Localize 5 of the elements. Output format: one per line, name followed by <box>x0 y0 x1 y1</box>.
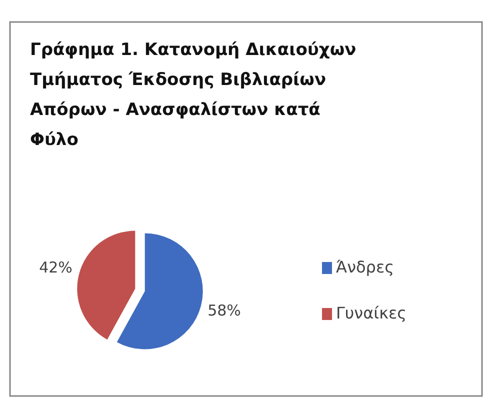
chart-title: Γράφημα 1. Κατανομή Δικαιούχων Τμήματος Έκδοσης Βιβλιαρίων Απόρων - Ανασφαλίστων κατά Φύλο <box>30 40 356 150</box>
data-label: 42% <box>39 258 72 276</box>
legend-label: Άνδρες <box>336 257 394 276</box>
legend-label: Γυναίκες <box>336 303 407 322</box>
data-label: 58% <box>208 302 241 320</box>
